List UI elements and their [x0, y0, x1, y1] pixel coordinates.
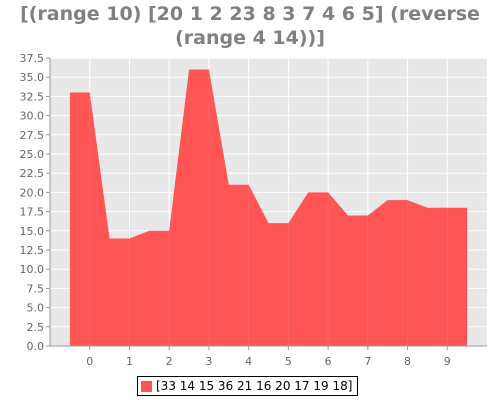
chart-title-line-1: [(range 10) [20 1 2 23 8 3 7 4 6 5] (rev…: [20, 3, 480, 25]
y-tick-label: 20.0: [20, 186, 45, 199]
y-tick-label: 12.5: [20, 244, 45, 257]
x-tick-label: 0: [86, 355, 93, 368]
chart-title-line-2: (range 4 14))]: [175, 27, 325, 49]
x-tick-label: 3: [205, 355, 212, 368]
y-tick-label: 10.0: [20, 263, 45, 276]
legend-label: [33 14 15 36 21 16 20 17 19 18]: [156, 379, 353, 393]
x-tick-label: 4: [245, 355, 252, 368]
y-tick-label: 7.5: [27, 282, 45, 295]
x-tick-label: 6: [325, 355, 332, 368]
y-tick-label: 32.5: [20, 90, 45, 103]
y-tick-label: 37.5: [20, 52, 45, 65]
x-tick-label: 8: [404, 355, 411, 368]
y-tick-label: 2.5: [27, 321, 45, 334]
x-tick-label: 2: [166, 355, 173, 368]
x-tick-label: 7: [364, 355, 371, 368]
y-tick-label: 0.0: [27, 340, 45, 353]
y-tick-label: 30.0: [20, 110, 45, 123]
y-tick-label: 35.0: [20, 71, 45, 84]
x-tick-label: 5: [285, 355, 292, 368]
chart-title: [(range 10) [20 1 2 23 8 3 7 4 6 5] (rev…: [0, 2, 500, 50]
y-tick-label: 25.0: [20, 148, 45, 161]
legend: [33 14 15 36 21 16 20 17 19 18]: [137, 376, 359, 396]
y-tick-label: 22.5: [20, 167, 45, 180]
y-tick-label: 27.5: [20, 129, 45, 142]
legend-swatch: [141, 380, 152, 392]
x-tick-label: 1: [126, 355, 133, 368]
y-tick-label: 17.5: [20, 206, 45, 219]
x-tick-label: 9: [444, 355, 451, 368]
y-tick-label: 15.0: [20, 225, 45, 238]
y-tick-label: 5.0: [27, 302, 45, 315]
